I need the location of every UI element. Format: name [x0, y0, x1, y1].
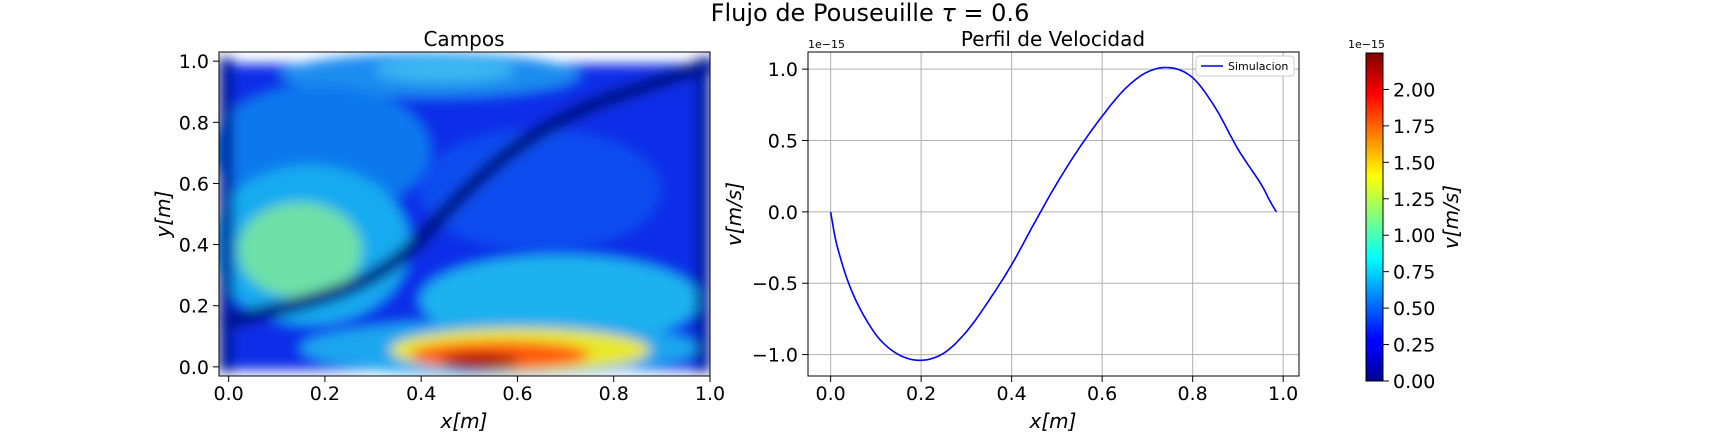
heatmap-frame	[218, 51, 711, 377]
colorbar-tick-label: 1.50	[1393, 152, 1435, 174]
colorbar-tick-label: 0.50	[1393, 298, 1435, 320]
colorbar-tick-label: 0.00	[1393, 371, 1435, 393]
heatmap-ytick-label: 0.2	[179, 296, 209, 318]
colorbar-tick-label: 1.25	[1393, 189, 1435, 211]
line-ylabel: v[m/s]	[722, 182, 746, 246]
line-legend: Simulacion	[1195, 55, 1295, 77]
heatmap-y-ticks: 0.0 0.2 0.4 0.6 0.8 1.0	[179, 51, 219, 379]
heatmap-xtick-label: 0.6	[502, 383, 532, 405]
heatmap-title: Campos	[423, 27, 504, 51]
field-top-peak	[375, 58, 515, 82]
heatmap-x-ticks: 0.0 0.2 0.4 0.6 0.8 1.0	[214, 376, 725, 405]
colorbar-tick-label: 1.75	[1393, 116, 1435, 138]
line-offset-text: 1e−15	[808, 38, 845, 51]
line-xlabel: x[m]	[1029, 409, 1077, 432]
line-ytick-label: 0.0	[768, 202, 798, 224]
line-frame	[807, 51, 1300, 377]
line-ytick-label: 0.5	[768, 130, 798, 152]
heatmap-ytick-label: 0.6	[179, 173, 209, 195]
line-xtick-label: 0.4	[997, 383, 1027, 405]
heatmap-ytick-label: 0.0	[179, 357, 209, 379]
line-xtick-label: 0.0	[816, 383, 846, 405]
figure-title: Flujo de Pouseuille τ = 0.6	[711, 0, 1030, 27]
figure-title-main: Flujo de Pouseuille	[711, 0, 942, 27]
figure-title-rest: = 0.6	[956, 0, 1030, 27]
heatmap-xlabel: x[m]	[440, 409, 488, 432]
field-left-peak	[238, 202, 362, 298]
colorbar-tick-label: 0.25	[1393, 335, 1435, 357]
field-right-mid	[420, 130, 660, 250]
heatmap-xtick-label: 0.4	[406, 383, 436, 405]
colorbar-tick-label: 2.00	[1393, 79, 1435, 101]
heatmap-xtick-label: 1.0	[695, 383, 725, 405]
colorbar-offset-text: 1e−15	[1348, 38, 1385, 51]
heatmap-xtick-label: 0.2	[310, 383, 340, 405]
heatmap-ytick-label: 0.8	[179, 112, 209, 134]
heatmap-panel: Campos 0.0 0.2 0.4 0.6 0.8 1.0	[151, 27, 725, 432]
colorbar: 1e−15 0.00 0.25 0.50 0.75 1.00 1.25 1.50 1.75 2.…	[1348, 38, 1463, 393]
line-y-ticks: −1.0 −0.5 0.0 0.5 1.0	[752, 59, 808, 367]
line-xtick-label: 1.0	[1268, 383, 1298, 405]
line-x-ticks: 0.0 0.2 0.4 0.6 0.8 1.0	[816, 376, 1298, 405]
line-panel: Perfil de Velocidad 1e−15 0.0 0.2 0.4 0.6 0.…	[722, 27, 1300, 432]
heatmap-ytick-label: 1.0	[179, 51, 209, 73]
colorbar-tick-label: 0.75	[1393, 262, 1435, 284]
line-ytick-label: −0.5	[752, 273, 798, 295]
field-bottom-max	[440, 354, 520, 370]
colorbar-ticks: 0.00 0.25 0.50 0.75 1.00 1.25 1.50 1.75 2.00	[1383, 79, 1435, 393]
legend-label: Simulacion	[1228, 60, 1288, 73]
line-title: Perfil de Velocidad	[961, 27, 1145, 51]
legend-box	[1195, 55, 1295, 77]
field-low-streamline	[219, 58, 710, 332]
heatmap-xtick-label: 0.8	[599, 383, 629, 405]
heatmap-field	[219, 52, 710, 376]
heatmap-ylabel: y[m]	[151, 191, 175, 239]
line-xtick-label: 0.6	[1087, 383, 1117, 405]
line-ytick-label: 1.0	[768, 59, 798, 81]
series-line-simulacion	[829, 66, 1278, 362]
heatmap-ytick-label: 0.4	[179, 235, 209, 257]
figure-title-tau: τ	[941, 0, 956, 27]
line-ytick-label: −1.0	[752, 345, 798, 367]
line-xtick-label: 0.8	[1178, 383, 1208, 405]
colorbar-gradient	[1365, 52, 1384, 382]
line-grid	[808, 52, 1299, 376]
heatmap-xtick-label: 0.0	[214, 383, 244, 405]
colorbar-label: v[m/s]	[1439, 185, 1463, 249]
line-xtick-label: 0.2	[906, 383, 936, 405]
colorbar-tick-label: 1.00	[1393, 225, 1435, 247]
